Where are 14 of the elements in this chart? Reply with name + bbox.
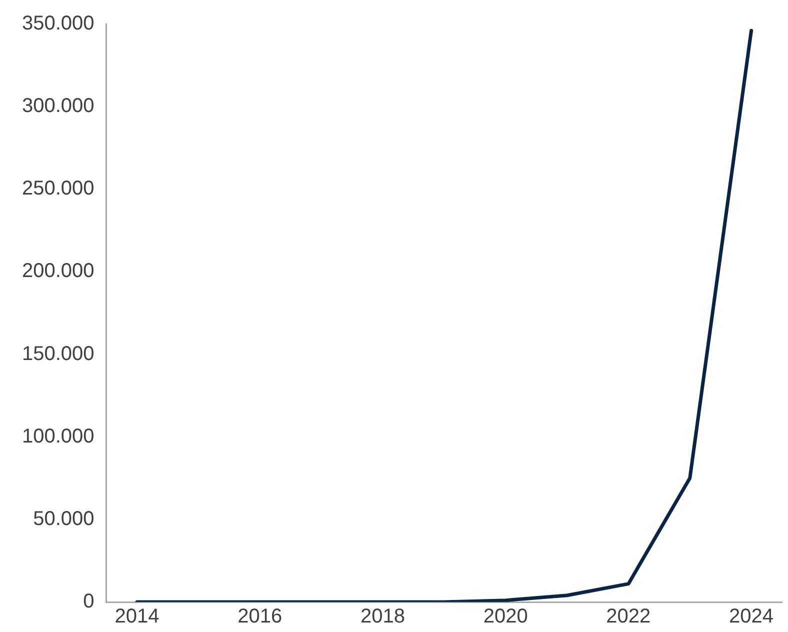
x-tick-label: 2018 <box>360 606 405 628</box>
x-tick-label: 2016 <box>238 606 282 628</box>
y-tick-label: 0 <box>83 590 94 613</box>
y-tick-label: 300.000 <box>22 95 94 118</box>
y-tick-label: 50.000 <box>33 508 94 530</box>
y-tick-label: 200.000 <box>22 260 94 282</box>
x-tick-label: 2024 <box>729 606 774 628</box>
y-tick-label: 250.000 <box>22 178 94 200</box>
x-tick-label: 2022 <box>606 606 651 628</box>
y-tick-label: 350.000 <box>22 12 94 35</box>
x-tick-label: 2014 <box>114 606 160 628</box>
y-tick-label: 150.000 <box>22 342 94 365</box>
x-tick-label: 2020 <box>483 606 528 628</box>
y-tick-label: 100.000 <box>22 425 94 448</box>
